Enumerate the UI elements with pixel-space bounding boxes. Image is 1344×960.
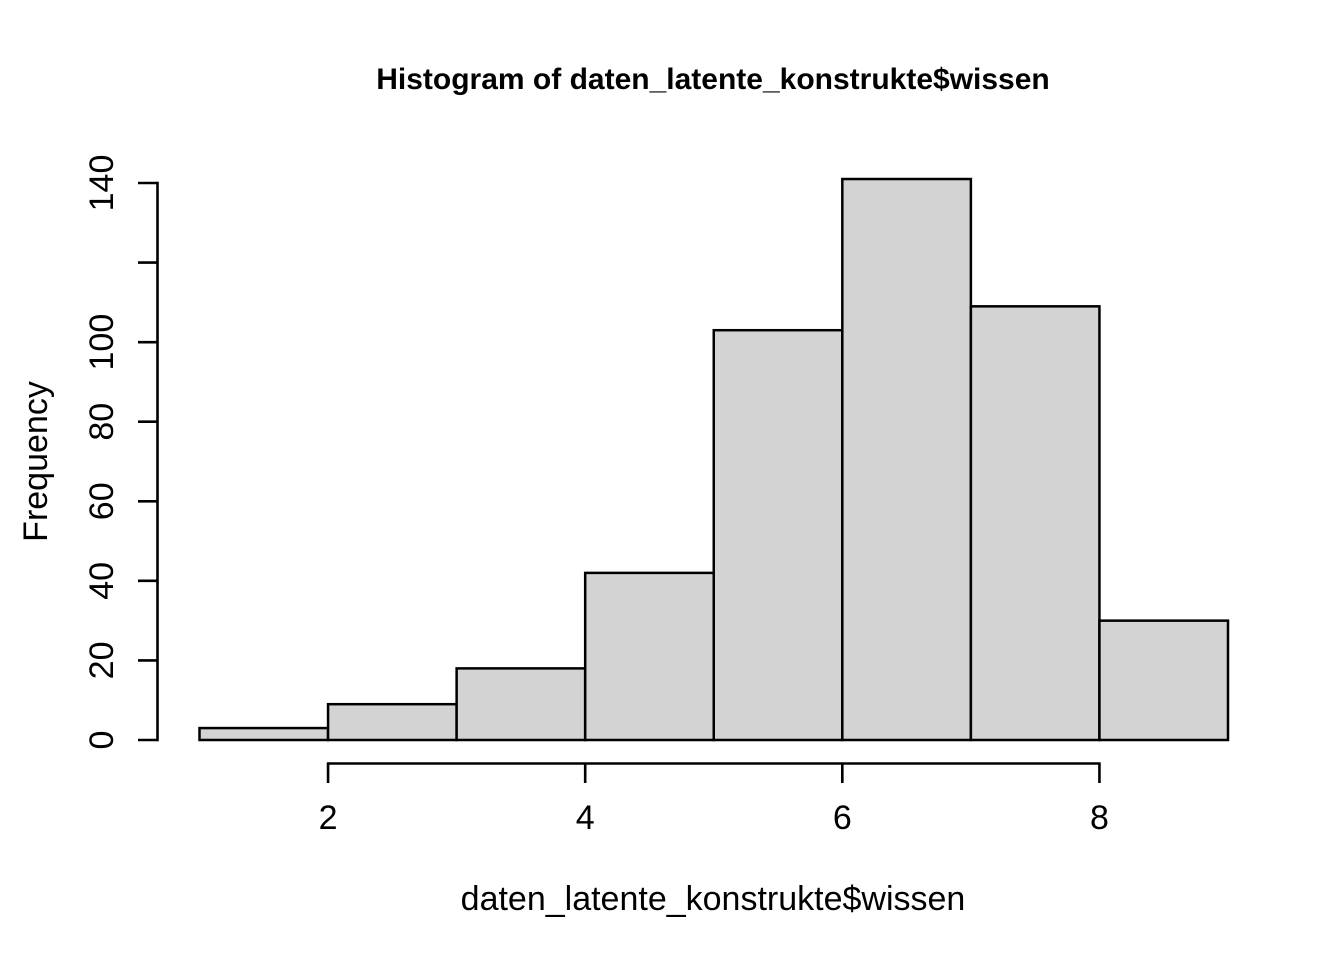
chart-title: Histogram of daten_latente_konstrukte$wi… — [376, 63, 1050, 96]
y-tick-label: 60 — [83, 482, 121, 520]
y-tick-label: 80 — [83, 403, 121, 441]
x-tick-label: 4 — [576, 799, 595, 837]
y-axis: 0 20 40 60 80 100 140 — [83, 155, 159, 750]
histogram-bars — [198, 177, 1230, 742]
x-axis-label: daten_latente_konstrukte$wissen — [461, 880, 966, 918]
y-tick-label: 40 — [83, 562, 121, 600]
histogram-bar — [198, 726, 330, 742]
histogram-bar — [841, 177, 973, 742]
x-tick-label: 2 — [319, 799, 338, 837]
y-axis-label: Frequency — [17, 381, 55, 542]
histogram-bar — [326, 702, 458, 742]
histogram-bar — [712, 328, 844, 742]
y-tick-label: 20 — [83, 642, 121, 680]
y-tick-label: 0 — [83, 731, 121, 750]
x-tick-label: 8 — [1090, 799, 1109, 837]
x-axis: 2 4 6 8 — [319, 762, 1109, 837]
histogram-bar — [583, 571, 715, 742]
histogram-bar — [455, 667, 587, 742]
histogram-bar — [1098, 619, 1230, 742]
histogram-bar — [969, 305, 1101, 742]
x-tick-label: 6 — [833, 799, 852, 837]
y-tick-label: 100 — [83, 314, 121, 371]
y-tick-label: 140 — [83, 155, 121, 212]
